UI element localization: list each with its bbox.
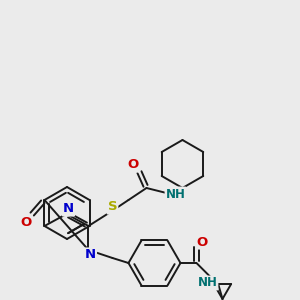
Text: NH: NH xyxy=(166,188,185,200)
Text: O: O xyxy=(128,158,139,172)
Text: NH: NH xyxy=(197,277,218,290)
Text: O: O xyxy=(197,236,208,248)
Text: O: O xyxy=(21,217,32,230)
Text: S: S xyxy=(108,200,117,214)
Text: N: N xyxy=(63,202,74,215)
Text: N: N xyxy=(85,248,96,262)
